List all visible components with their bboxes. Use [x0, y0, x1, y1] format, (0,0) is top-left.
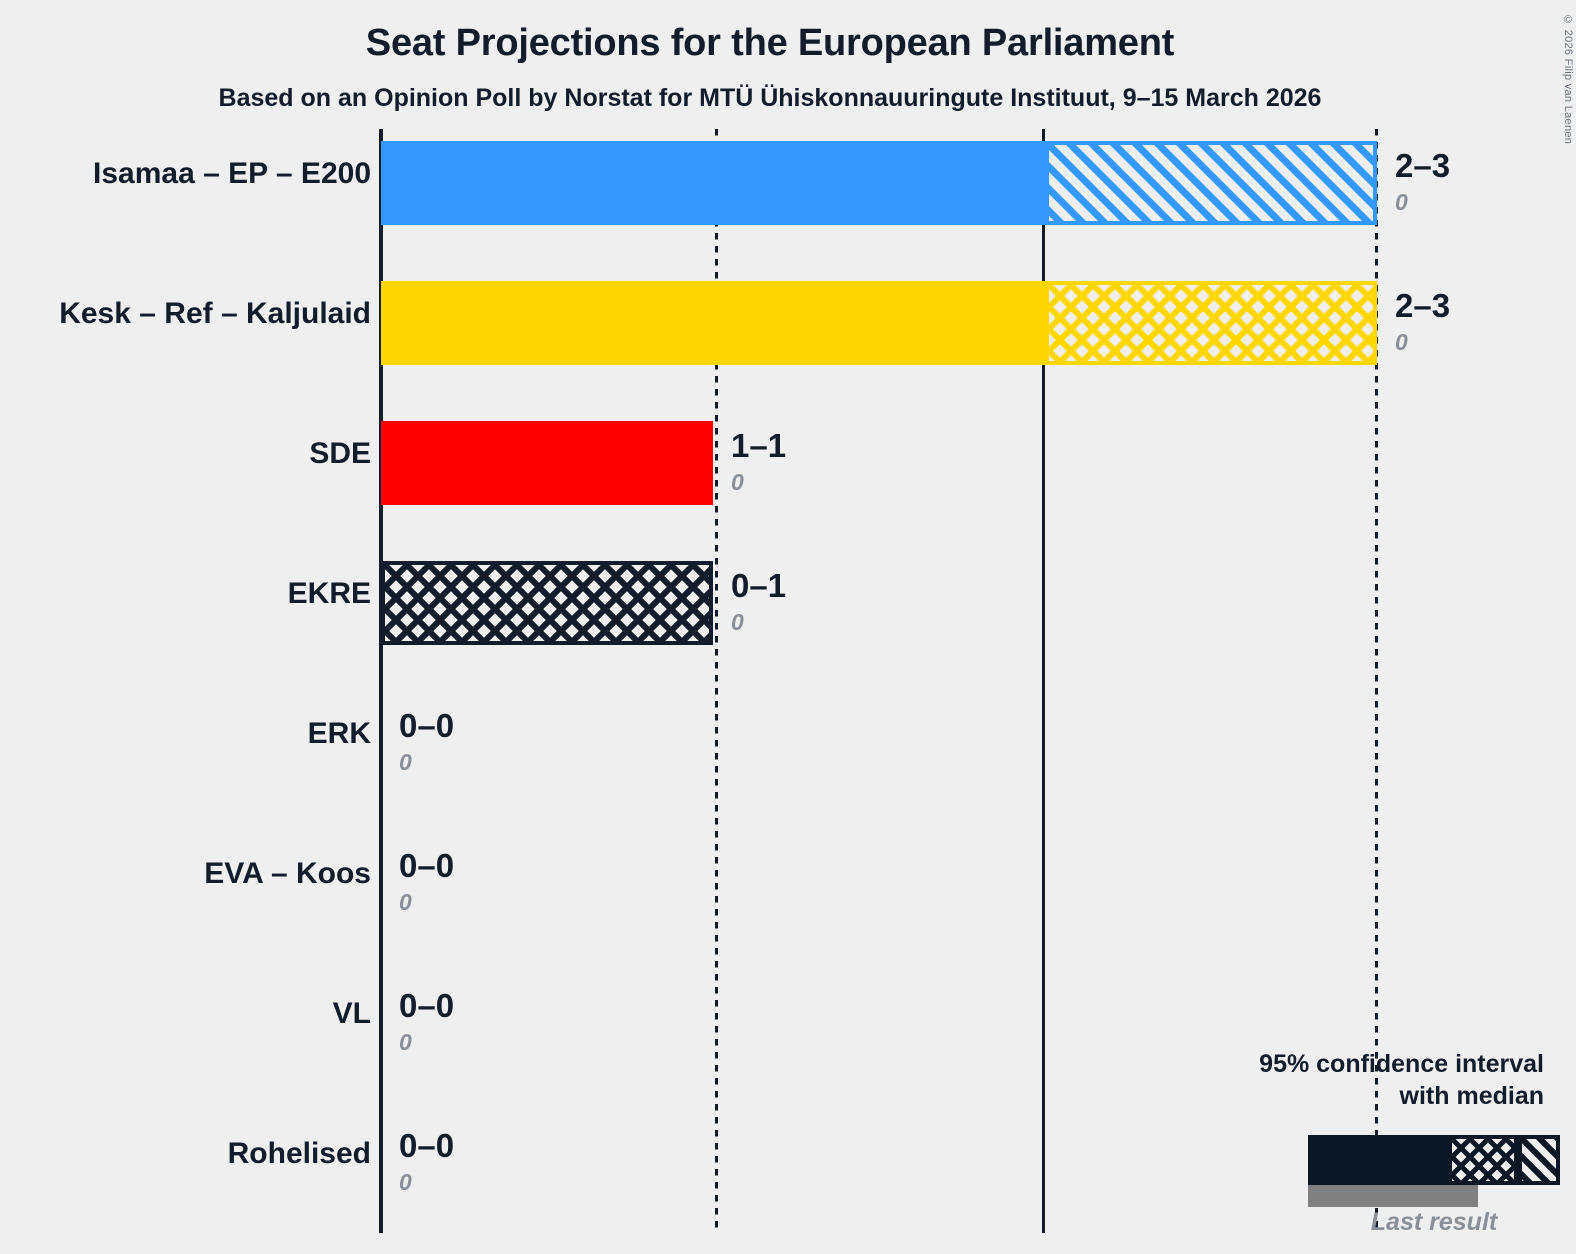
legend-last-result-label: Last result	[1370, 1208, 1498, 1236]
last-result-label: 0	[399, 889, 412, 915]
legend-caption: 95% confidence interval with median	[1144, 1048, 1544, 1112]
bar-median-segment	[381, 281, 1045, 365]
copyright-notice: © 2026 Filip van Laenen	[1562, 14, 1574, 145]
seat-range-label: 0–0	[399, 707, 455, 744]
last-result-label: 0	[399, 1029, 412, 1055]
seat-range-label: 0–0	[399, 987, 455, 1024]
last-result-label: 0	[399, 749, 412, 775]
last-result-label: 0	[1395, 189, 1408, 215]
party-label: EVA – Koos	[204, 857, 371, 890]
last-result-label: 0	[399, 1169, 412, 1195]
bar-median-segment	[381, 421, 713, 505]
bar-row: EKRE 0–1 0	[0, 549, 1576, 689]
bar-row: EVA – Koos 0–0 0	[0, 829, 1576, 969]
bar-uncertainty-segment	[381, 561, 713, 645]
legend-caption-line2: with median	[1399, 1082, 1544, 1110]
legend-segment-diagonal	[1518, 1135, 1560, 1185]
legend-segment-median	[1308, 1135, 1448, 1185]
party-label: ERK	[307, 717, 371, 750]
party-label: Rohelised	[227, 1137, 371, 1170]
y-axis-line	[379, 129, 383, 1233]
seat-range-label: 1–1	[731, 427, 787, 464]
bar-row: VL 0–0 0	[0, 969, 1576, 1109]
gridline-1-seat	[715, 129, 718, 1233]
bar-uncertainty-segment	[1045, 281, 1377, 365]
bar-row: ERK 0–0 0	[0, 689, 1576, 829]
party-label: Kesk – Ref – Kaljulaid	[59, 297, 371, 330]
legend-caption-line1: 95% confidence interval	[1259, 1050, 1544, 1078]
page-subtitle: Based on an Opinion Poll by Norstat for …	[218, 84, 1322, 112]
party-label: EKRE	[287, 577, 371, 610]
bar-uncertainty-segment	[1045, 141, 1377, 225]
bar-row: Kesk – Ref – Kaljulaid 2–3 0	[0, 269, 1576, 409]
seat-range-label: 0–1	[731, 567, 787, 604]
confidence-interval-bar	[381, 281, 1377, 365]
confidence-interval-bar	[381, 421, 713, 505]
bar-median-segment	[381, 141, 1045, 225]
gridline-2-seats	[1042, 129, 1045, 1233]
last-result-label: 0	[1395, 329, 1408, 355]
gridline-3-seats	[1375, 129, 1378, 1233]
seat-range-label: 2–3	[1395, 287, 1451, 324]
party-label: SDE	[309, 437, 371, 470]
legend-segment-crosshatch	[1448, 1135, 1518, 1185]
bar-row: SDE 1–1 0	[0, 409, 1576, 549]
party-label: VL	[332, 997, 371, 1030]
last-result-label: 0	[731, 469, 744, 495]
page-title: Seat Projections for the European Parlia…	[365, 22, 1175, 64]
party-label: Isamaa – EP – E200	[93, 157, 371, 190]
seat-range-label: 2–3	[1395, 147, 1451, 184]
legend-sample-bar	[1308, 1135, 1560, 1185]
seat-range-label: 0–0	[399, 847, 455, 884]
confidence-interval-bar	[381, 561, 713, 645]
bar-row: Rohelised 0–0 0	[0, 1109, 1576, 1249]
bar-row: Isamaa – EP – E200 2–3 0	[0, 129, 1576, 269]
confidence-interval-bar	[381, 141, 1377, 225]
last-result-label: 0	[731, 609, 744, 635]
seat-range-label: 0–0	[399, 1127, 455, 1164]
legend-last-result-bar	[1308, 1185, 1478, 1207]
